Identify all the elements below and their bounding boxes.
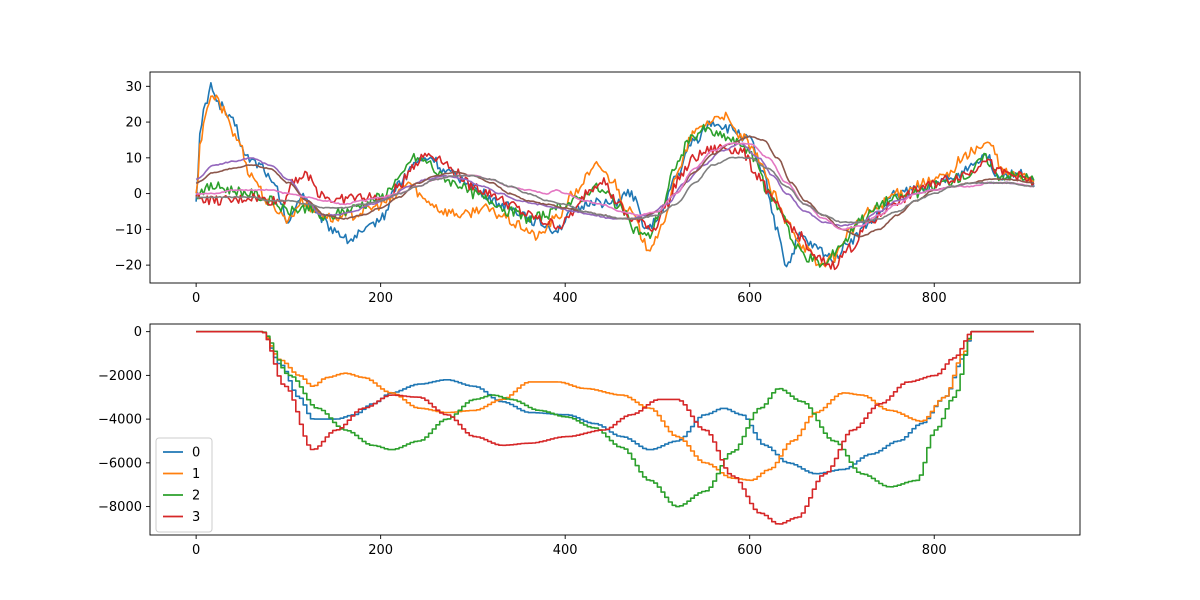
series-line-7 xyxy=(195,156,1035,224)
x-tick-label: 800 xyxy=(922,543,947,558)
top-subplot: 0 200 400 600 800 −20 −10 0 10 20 30 xyxy=(115,71,1081,306)
y-tick-label: −10 xyxy=(115,223,142,238)
legend: 0 1 2 3 xyxy=(155,437,213,533)
series-line-3 xyxy=(196,330,1034,525)
y-tick-label: −8000 xyxy=(98,500,142,515)
legend-box xyxy=(155,437,213,533)
x-tick-label: 200 xyxy=(368,291,393,306)
legend-label-3: 3 xyxy=(192,510,200,525)
series-group xyxy=(195,82,1035,271)
x-tick-label: 0 xyxy=(192,543,200,558)
x-tick-label: 600 xyxy=(737,543,762,558)
axes-frame xyxy=(149,323,1081,536)
x-tick-label: 800 xyxy=(922,291,947,306)
legend-label-2: 2 xyxy=(192,489,200,504)
series-line-0 xyxy=(196,330,1034,475)
y-tick-label: 30 xyxy=(125,80,142,95)
y-tick-label: 0 xyxy=(134,325,142,340)
y-tick-label: 10 xyxy=(125,151,142,166)
series-line-4 xyxy=(195,142,1034,227)
series-group xyxy=(196,330,1034,525)
series-line-6 xyxy=(195,142,1035,231)
series-line-3 xyxy=(195,143,1035,271)
legend-label-0: 0 xyxy=(192,446,200,461)
y-tick-label: −20 xyxy=(115,259,142,274)
series-line-2 xyxy=(196,330,1034,508)
y-tick-label: −2000 xyxy=(98,369,142,384)
series-line-1 xyxy=(196,330,1034,482)
bottom-subplot: 0 200 400 600 800 0 −2000 −4000 −6000 −8000 0 1 2 3 xyxy=(98,323,1081,558)
y-tick-label: −4000 xyxy=(98,413,142,428)
x-tick-label: 400 xyxy=(553,291,578,306)
x-tick-label: 200 xyxy=(368,543,393,558)
y-tick-label: 0 xyxy=(134,187,142,202)
axes-frame xyxy=(149,71,1081,284)
x-tick-label: 600 xyxy=(737,291,762,306)
y-tick-label: −6000 xyxy=(98,456,142,471)
y-tick-label: 20 xyxy=(125,116,142,131)
x-tick-label: 400 xyxy=(553,543,578,558)
legend-label-1: 1 xyxy=(192,467,200,482)
x-tick-label: 0 xyxy=(192,291,200,306)
